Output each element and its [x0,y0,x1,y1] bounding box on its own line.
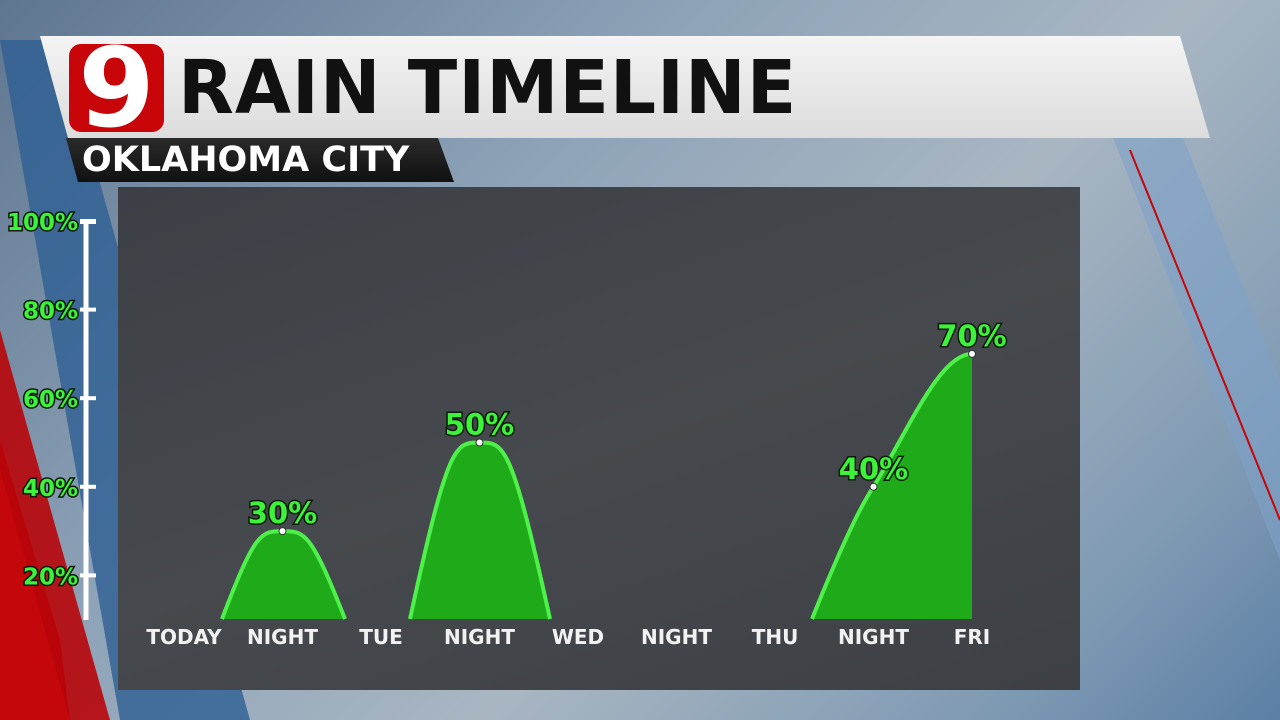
y-tick-label: 80% [23,299,78,325]
y-tick-label: 100% [7,210,78,236]
y-tick-label: 60% [23,387,78,413]
x-tick-label: NIGHT [641,625,712,649]
x-tick-label: WED [552,625,604,649]
data-point [968,349,976,358]
x-tick-label: TODAY [146,625,222,649]
subtitle-bar [66,138,454,182]
y-tick-label: 40% [23,476,78,502]
x-tick-label: NIGHT [838,625,909,649]
data-point [475,438,484,447]
location-subtitle: OKLAHOMA CITY [82,140,410,180]
x-tick-label: NIGHT [444,625,515,649]
header-bar [40,36,1210,138]
x-tick-label: NIGHT [247,625,318,649]
page-title: RAIN TIMELINE [178,45,798,131]
data-label: 30% [248,496,317,530]
rain-area [410,442,550,619]
data-label: 70% [937,319,1006,353]
data-point [869,482,878,491]
x-tick-label: THU [752,625,799,649]
channel-9-logo: 9 [69,44,164,132]
y-tick-label: 20% [23,564,78,590]
data-label: 50% [445,408,514,442]
data-label: 40% [839,452,908,486]
rain-area [812,353,972,619]
x-tick-label: TUE [359,625,403,649]
data-point [278,527,287,536]
x-tick-label: FRI [954,625,991,649]
